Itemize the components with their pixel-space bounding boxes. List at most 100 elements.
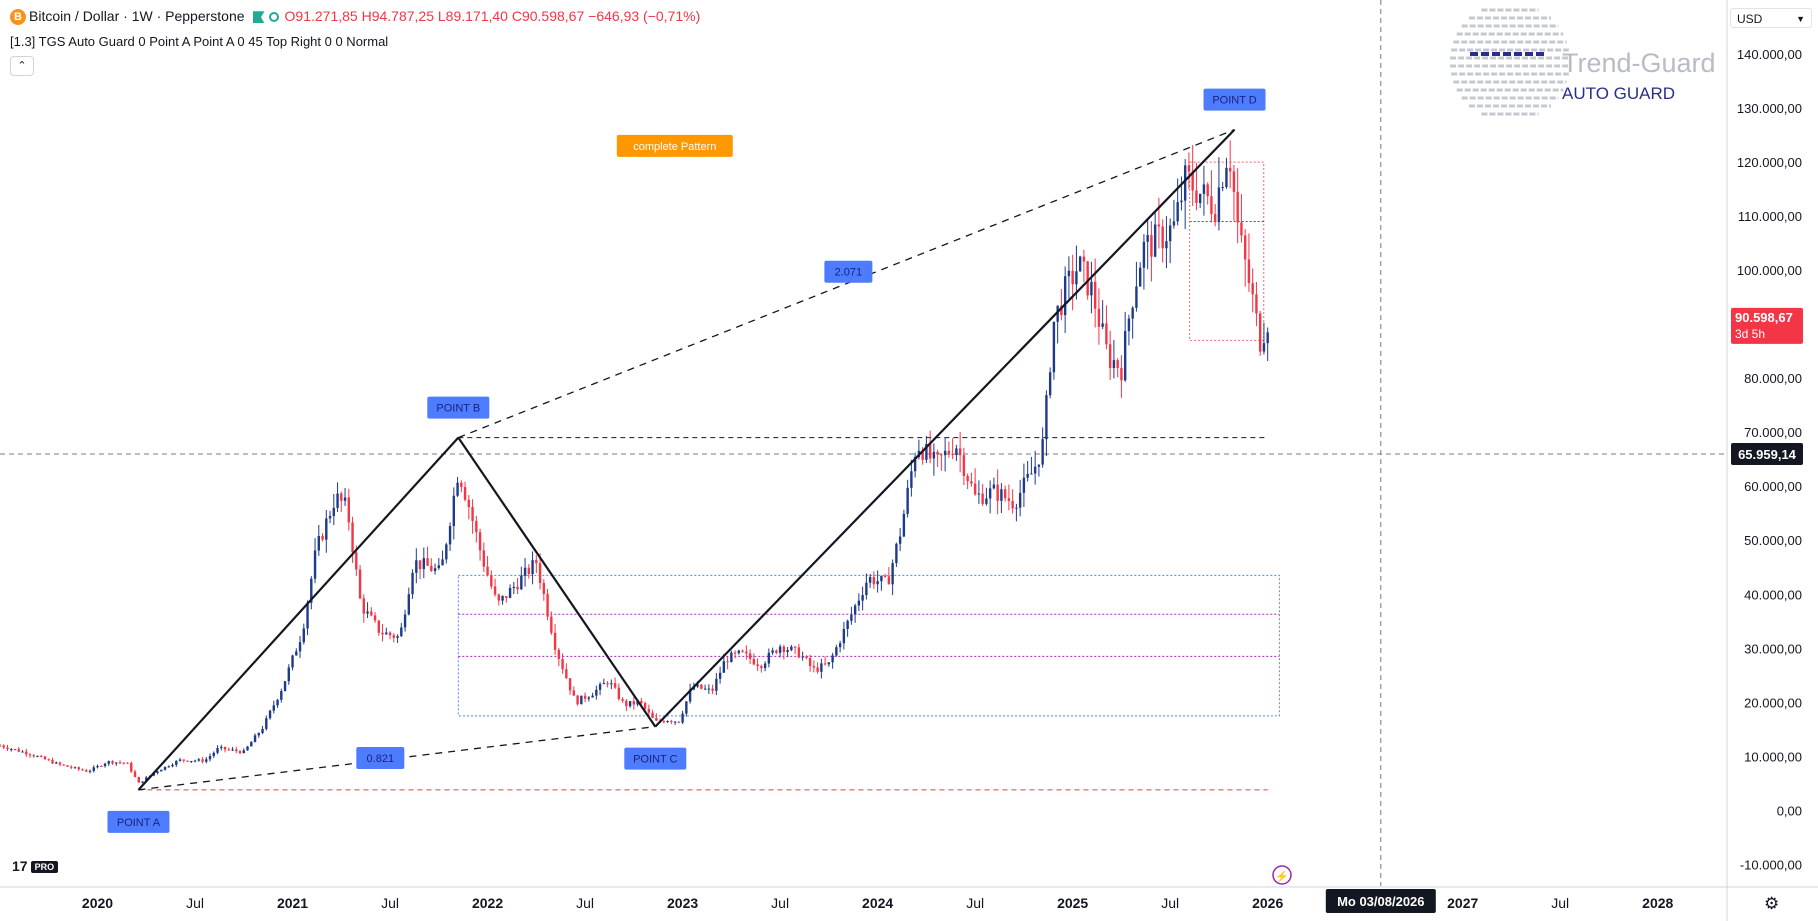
candle xyxy=(433,563,437,575)
candle xyxy=(576,694,579,706)
candle-body xyxy=(628,701,632,707)
point-label-box xyxy=(427,396,490,419)
candle xyxy=(456,476,459,498)
pattern-line xyxy=(458,129,1235,439)
candle xyxy=(662,719,666,724)
flag-icon[interactable] xyxy=(252,11,265,24)
candle-body xyxy=(212,752,215,757)
candle-body xyxy=(358,569,362,599)
candle-body xyxy=(587,697,591,699)
time-tick-label: Jul xyxy=(771,895,789,911)
candle-body xyxy=(538,563,542,584)
candle xyxy=(268,709,272,720)
candle-body xyxy=(426,558,429,566)
candle xyxy=(336,482,339,513)
candle-body xyxy=(463,487,467,500)
candle xyxy=(238,750,242,755)
candle xyxy=(302,623,305,645)
candle xyxy=(1232,164,1236,221)
candle-body xyxy=(40,756,43,758)
candle-body xyxy=(703,688,707,690)
candle xyxy=(707,684,711,694)
candle xyxy=(928,430,932,464)
candle-body xyxy=(88,770,92,772)
candle-body xyxy=(745,651,748,654)
candle-body xyxy=(1097,308,1101,327)
candle xyxy=(1191,145,1194,206)
candle xyxy=(141,781,144,784)
candle-body xyxy=(332,507,335,516)
candle xyxy=(1033,450,1037,485)
candle xyxy=(1105,305,1108,350)
candle-body xyxy=(580,695,583,705)
candle-body xyxy=(797,647,801,658)
candle-body xyxy=(617,687,621,700)
indicator-legend[interactable]: [1.3] TGS Auto Guard 0 Point A Point A 0… xyxy=(10,34,389,49)
candle-body xyxy=(1093,281,1097,309)
symbol-title[interactable]: Bitcoin / Dollar · 1W · Pepperstone xyxy=(29,8,245,24)
candle xyxy=(1022,463,1026,507)
candle-body xyxy=(482,550,486,567)
candle xyxy=(1258,310,1262,356)
collapse-legend-button[interactable]: ⌃ xyxy=(10,56,34,76)
candle-body xyxy=(775,650,778,653)
currency-select[interactable]: USD ▼ xyxy=(1730,8,1812,28)
candle xyxy=(0,743,2,747)
pattern-line xyxy=(654,128,1236,728)
candle-body xyxy=(392,635,396,638)
candle-body xyxy=(1082,256,1086,262)
candle-body xyxy=(107,761,110,764)
candle-body xyxy=(1011,500,1014,509)
candle xyxy=(115,762,118,766)
candle xyxy=(1210,170,1213,223)
candle-body xyxy=(756,664,759,667)
price-tick-label: 20.000,00 xyxy=(1744,695,1802,710)
candle-body xyxy=(733,652,737,654)
candle-body xyxy=(257,733,260,736)
candle-body xyxy=(467,499,471,507)
candle xyxy=(565,663,568,679)
candle-body xyxy=(1048,372,1052,396)
candle xyxy=(861,586,864,611)
candle-body xyxy=(1180,200,1183,203)
gear-icon[interactable]: ⚙ xyxy=(1764,894,1780,913)
candle-body xyxy=(981,493,984,504)
candle xyxy=(625,699,628,712)
candle-body xyxy=(220,746,223,749)
candle xyxy=(703,684,707,690)
candle-body xyxy=(407,594,411,615)
candle xyxy=(1187,152,1191,189)
price-tick-label: 0,00 xyxy=(1777,803,1802,818)
candle xyxy=(587,696,591,702)
candle xyxy=(430,558,433,572)
candle xyxy=(606,681,609,688)
logo-subtitle: AUTO GUARD xyxy=(1562,84,1676,103)
candle xyxy=(505,595,508,603)
candle-body xyxy=(677,721,681,723)
candle xyxy=(92,765,95,773)
candle xyxy=(527,564,531,579)
candle xyxy=(876,570,879,593)
candle xyxy=(1082,249,1086,283)
candle xyxy=(1075,245,1078,300)
candle-body xyxy=(553,632,557,650)
point-label-text: POINT C xyxy=(633,754,677,766)
time-tick-label: 2021 xyxy=(277,895,308,911)
candle xyxy=(418,560,422,580)
candle-body xyxy=(130,763,133,772)
candle-body xyxy=(1015,507,1018,509)
candle-body xyxy=(126,762,129,764)
price-tick-label: 130.000,00 xyxy=(1737,101,1802,116)
high-value: H94.787,25 xyxy=(361,8,434,24)
candle-body xyxy=(471,506,474,521)
candle-body xyxy=(242,750,245,754)
candle xyxy=(17,747,20,753)
candle-body xyxy=(51,760,54,764)
candle-body xyxy=(340,493,343,501)
candle-body xyxy=(992,484,996,489)
candle-body xyxy=(943,450,947,456)
candle-body xyxy=(133,771,137,777)
tradingview-logo[interactable]: 17 PRO xyxy=(12,858,59,874)
candle xyxy=(36,755,39,758)
